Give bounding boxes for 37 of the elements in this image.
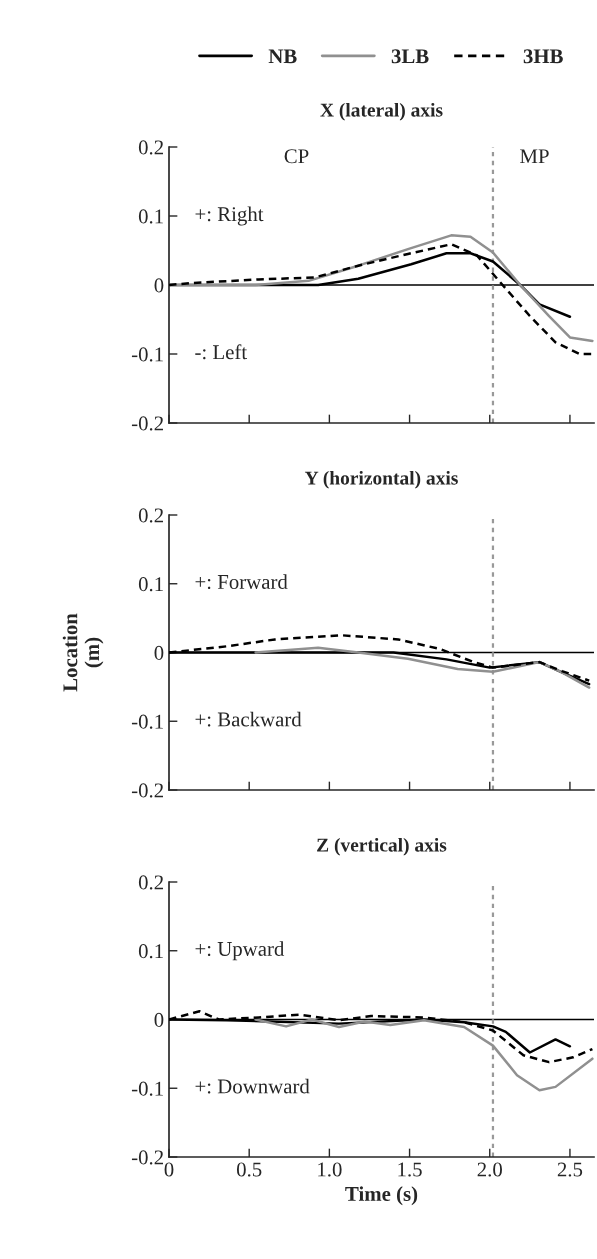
x-tick-label: 1.0 (318, 1162, 342, 1177)
y-tick-label: 0.1 (138, 209, 163, 224)
annotation: +: Backward (195, 711, 302, 727)
y-axis-title: Location (m) (62, 613, 104, 692)
y-tick-label: 0.1 (138, 944, 163, 959)
annotation: +: Right (195, 206, 264, 226)
y-tick-label: 0.2 (138, 140, 163, 155)
y-tick-label: 0.2 (138, 508, 163, 523)
legend-label: NB (268, 49, 297, 64)
annotation: +: Forward (195, 574, 288, 590)
y-tick-label: -0.2 (131, 1150, 163, 1165)
x-axis-title: Time (s) (345, 1186, 418, 1206)
annotation: CP (284, 149, 309, 164)
y-tick-label: -0.1 (131, 347, 163, 362)
x-tick-label: 2.0 (477, 1162, 502, 1177)
legend-label: 3HB (523, 49, 563, 64)
legend-label: 3LB (391, 49, 429, 64)
y-tick-label: -0.2 (131, 416, 163, 431)
chart-title: X (lateral) axis (320, 102, 443, 121)
annotation: +: Downward (195, 1078, 310, 1094)
x-tick-label: 0 (164, 1162, 174, 1177)
x-tick-label: 2.5 (557, 1162, 583, 1177)
annotation: -: Left (195, 344, 248, 360)
annotation: MP (520, 149, 549, 164)
chart-title: Y (horizontal) axis (304, 470, 458, 489)
y-tick-label: 0.2 (138, 875, 163, 890)
y-tick-label: 0 (154, 278, 164, 293)
x-tick-label: 0.5 (236, 1162, 262, 1177)
x-tick-label: 1.5 (398, 1162, 422, 1177)
y-tick-label: 0 (154, 645, 164, 660)
y-tick-label: -0.2 (131, 783, 163, 798)
annotation: +: Upward (195, 941, 285, 961)
y-tick-label: -0.1 (131, 1081, 163, 1096)
y-tick-label: 0 (154, 1012, 164, 1027)
y-tick-label: 0.1 (138, 577, 163, 592)
chart-title: Z (vertical) axis (317, 837, 447, 856)
y-tick-label: -0.1 (131, 714, 163, 729)
